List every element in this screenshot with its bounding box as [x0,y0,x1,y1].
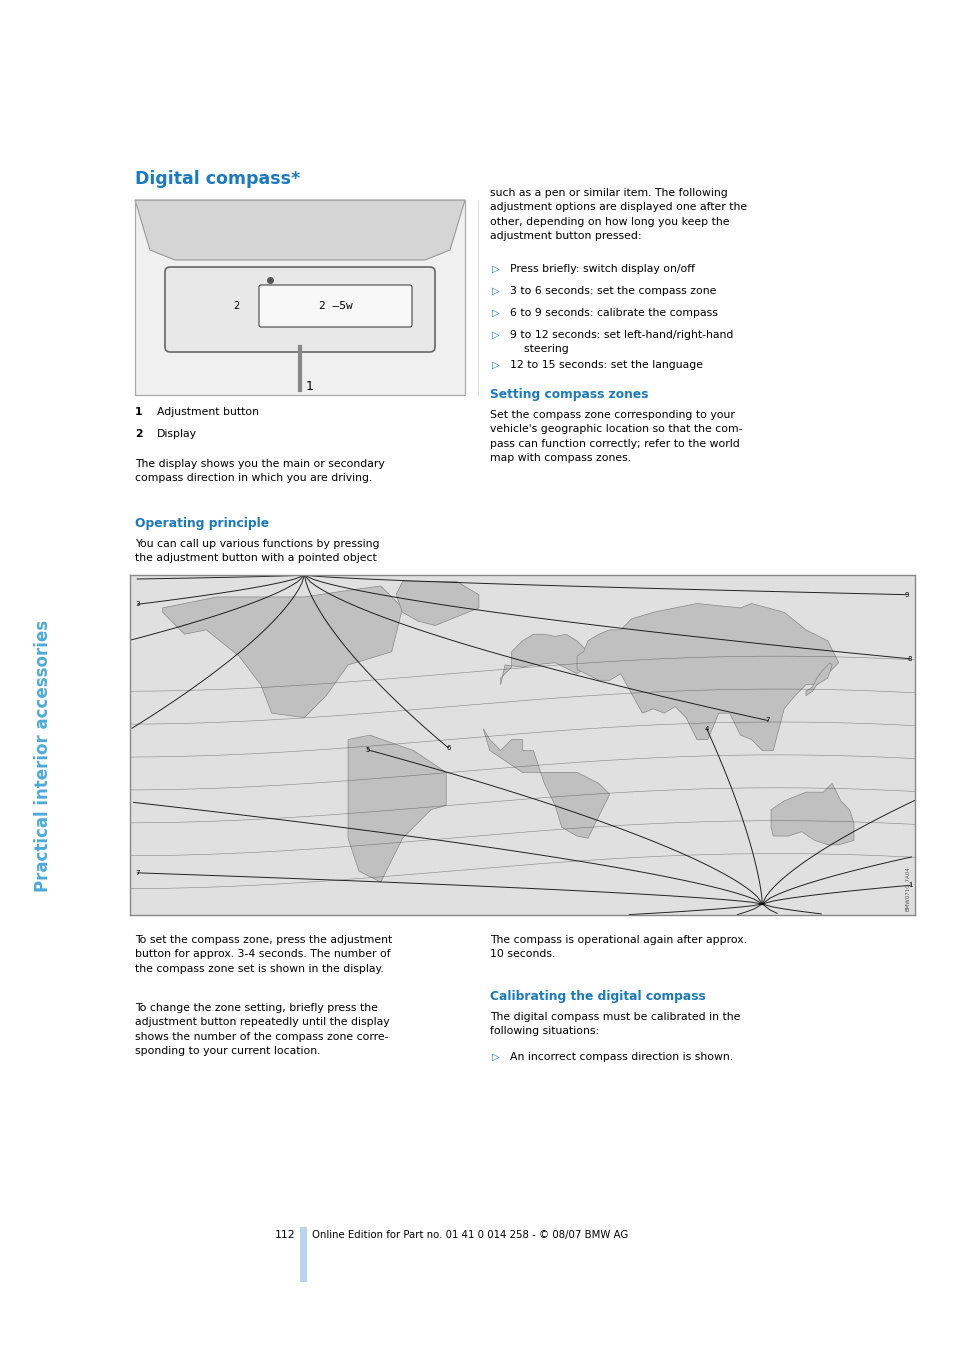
Text: Digital compass*: Digital compass* [135,170,300,188]
Text: ▷: ▷ [492,329,499,340]
Text: 12 to 15 seconds: set the language: 12 to 15 seconds: set the language [510,360,702,370]
Polygon shape [395,582,478,625]
Text: 3: 3 [135,601,140,608]
Polygon shape [805,663,831,695]
Text: ▷: ▷ [492,308,499,319]
FancyBboxPatch shape [258,285,412,327]
Text: 9 to 12 seconds: set left-hand/right-hand
    steering: 9 to 12 seconds: set left-hand/right-han… [510,329,733,355]
Polygon shape [577,603,838,751]
Polygon shape [770,783,853,845]
Text: 6 to 9 seconds: calibrate the compass: 6 to 9 seconds: calibrate the compass [510,308,717,319]
Text: The display shows you the main or secondary
compass direction in which you are d: The display shows you the main or second… [135,459,384,483]
Text: 8: 8 [906,656,911,662]
Text: 1: 1 [306,381,314,393]
Text: Operating principle: Operating principle [135,517,269,531]
Text: The compass is operational again after approx.
10 seconds.: The compass is operational again after a… [490,936,746,960]
Text: To set the compass zone, press the adjustment
button for approx. 3-4 seconds. Th: To set the compass zone, press the adjus… [135,936,392,973]
FancyBboxPatch shape [135,200,464,396]
Text: To change the zone setting, briefly press the
adjustment button repeatedly until: To change the zone setting, briefly pres… [135,1003,389,1056]
Text: 5: 5 [365,747,369,753]
Polygon shape [483,729,609,838]
Polygon shape [135,200,464,261]
Text: ▷: ▷ [492,360,499,370]
Text: 9: 9 [903,591,908,598]
Text: Calibrating the digital compass: Calibrating the digital compass [490,990,705,1003]
Text: An incorrect compass direction is shown.: An incorrect compass direction is shown. [510,1052,732,1062]
Text: ▷: ▷ [492,265,499,274]
Text: ▷: ▷ [492,1052,499,1062]
Text: Online Edition for Part no. 01 41 0 014 258 - © 08/07 BMW AG: Online Edition for Part no. 01 41 0 014 … [312,1230,628,1241]
Polygon shape [163,586,402,718]
Bar [299,1227,307,1282]
Text: The digital compass must be calibrated in the
following situations:: The digital compass must be calibrated i… [490,1012,740,1037]
Text: ▷: ▷ [492,286,499,296]
Text: 112: 112 [274,1230,294,1241]
Text: BMW0710_7A04: BMW0710_7A04 [904,865,910,911]
Bar [135,200,464,396]
FancyBboxPatch shape [165,267,435,352]
Text: Adjustment button: Adjustment button [157,406,258,417]
Text: You can call up various functions by pressing
the adjustment button with a point: You can call up various functions by pre… [135,539,379,563]
Text: 6: 6 [446,745,450,751]
Text: 2: 2 [135,429,143,439]
Text: Set the compass zone corresponding to your
vehicle's geographic location so that: Set the compass zone corresponding to yo… [490,410,741,463]
Text: Practical interior accessories: Practical interior accessories [34,620,51,892]
Text: 2: 2 [233,301,239,310]
Text: 1: 1 [907,883,911,888]
Polygon shape [500,634,587,684]
Text: 2 —5w: 2 —5w [318,301,352,310]
Text: 4: 4 [704,726,708,732]
Polygon shape [348,736,446,882]
Text: 1: 1 [135,406,142,417]
Text: 7: 7 [135,869,139,876]
Text: 3 to 6 seconds: set the compass zone: 3 to 6 seconds: set the compass zone [510,286,716,296]
Text: 7: 7 [764,717,769,724]
Text: Press briefly: switch display on/off: Press briefly: switch display on/off [510,265,695,274]
Text: Display: Display [157,429,196,439]
Text: such as a pen or similar item. The following
adjustment options are displayed on: such as a pen or similar item. The follo… [490,188,746,242]
Text: Setting compass zones: Setting compass zones [490,387,648,401]
